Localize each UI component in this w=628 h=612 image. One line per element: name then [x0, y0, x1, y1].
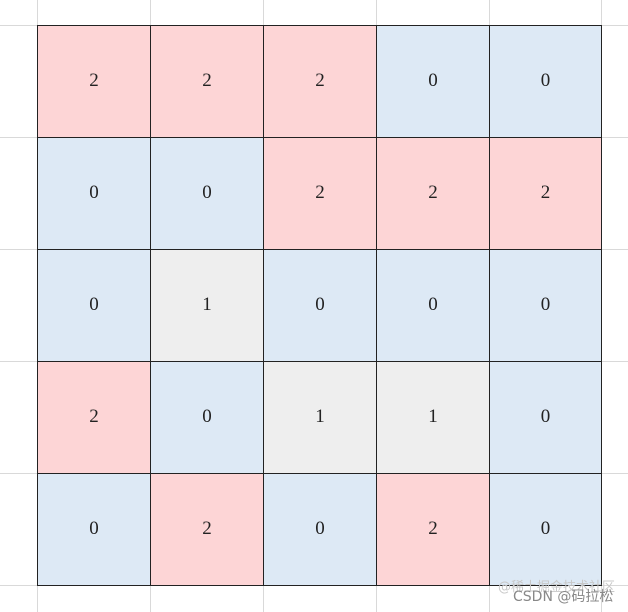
cell-value: 2 [89, 70, 99, 91]
cell-value: 0 [541, 70, 551, 91]
cell-value: 2 [428, 518, 438, 539]
cell-value: 0 [89, 294, 99, 315]
cell-value: 2 [541, 182, 551, 203]
cell [376, 25, 490, 138]
cell-value: 2 [202, 518, 212, 539]
cell [150, 473, 264, 586]
number-grid: 2 2 2 0 0 0 0 2 2 2 0 1 0 0 0 2 0 1 1 0 0 2 0 2 0 [37, 25, 602, 586]
cell [150, 137, 264, 250]
cell-value: 0 [315, 294, 325, 315]
cell-value: 2 [428, 182, 438, 203]
cell [150, 25, 264, 138]
cell-value: 0 [541, 406, 551, 427]
cell-value: 0 [428, 70, 438, 91]
cell [489, 25, 602, 138]
cell [150, 361, 264, 474]
cell-value: 0 [541, 518, 551, 539]
cell [376, 361, 490, 474]
watermark: CSDN @码拉松 [513, 589, 613, 605]
cell [489, 137, 602, 250]
cell [263, 137, 377, 250]
cell-value: 1 [428, 406, 438, 427]
cell [37, 25, 151, 138]
cell [376, 137, 490, 250]
cell [37, 361, 151, 474]
cell-value: 0 [202, 182, 212, 203]
cell-value: 0 [428, 294, 438, 315]
cell-value: 2 [315, 182, 325, 203]
cell-value: 1 [315, 406, 325, 427]
cell [263, 361, 377, 474]
cell-value: 0 [89, 182, 99, 203]
cell [150, 249, 264, 362]
cell [489, 473, 602, 586]
cell [37, 473, 151, 586]
cell-value: 2 [315, 70, 325, 91]
cell [263, 25, 377, 138]
cell-value: 2 [202, 70, 212, 91]
cell [376, 473, 490, 586]
cell-value: 0 [202, 406, 212, 427]
cell-value: 0 [541, 294, 551, 315]
cell-value: 2 [89, 406, 99, 427]
cell-value: 0 [315, 518, 325, 539]
cell [489, 361, 602, 474]
watermark-faded: @稀土掘金技术社区 [498, 579, 615, 595]
cell [376, 249, 490, 362]
cell [37, 249, 151, 362]
cell [263, 473, 377, 586]
cell-value: 0 [89, 518, 99, 539]
cell-value: 1 [202, 294, 212, 315]
